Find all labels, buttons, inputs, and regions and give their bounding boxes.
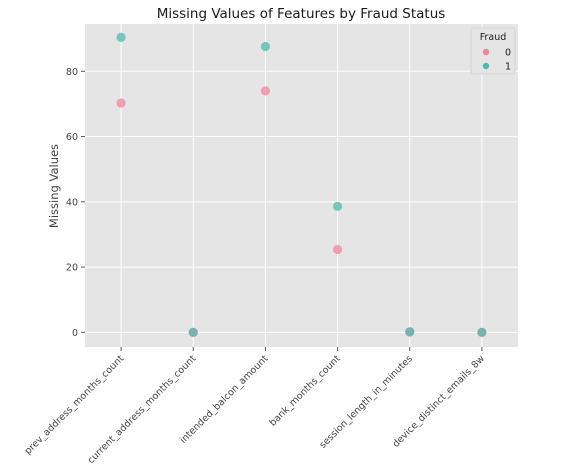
legend: Fraud 0 1 bbox=[470, 27, 516, 75]
legend-box bbox=[470, 27, 516, 75]
plot-area bbox=[85, 24, 518, 347]
point-fraud-0-prev_address_months_count bbox=[116, 98, 126, 108]
point-fraud-1-device_distinct_emails_8w bbox=[477, 327, 487, 337]
y-tick-label-1: 20 bbox=[66, 263, 78, 274]
data-points bbox=[116, 32, 487, 337]
point-fraud-1-session_length_in_minutes bbox=[405, 327, 415, 337]
x-tick-label-3: bank_months_count bbox=[267, 353, 342, 428]
legend-marker-1 bbox=[482, 62, 490, 70]
y-tick-label-3: 60 bbox=[66, 132, 78, 143]
x-ticks: prev_address_months_countcurrent_address… bbox=[23, 347, 487, 466]
grid-lines bbox=[85, 24, 518, 347]
chart-title: Missing Values of Features by Fraud Stat… bbox=[157, 6, 446, 22]
point-fraud-1-prev_address_months_count bbox=[116, 32, 126, 42]
point-fraud-1-intended_balcon_amount bbox=[260, 41, 271, 52]
y-axis-label: Missing Values bbox=[47, 144, 61, 228]
point-fraud-0-bank_months_count bbox=[332, 244, 343, 255]
point-fraud-1-current_address_months_count bbox=[188, 327, 198, 337]
point-fraud-0-intended_balcon_amount bbox=[260, 86, 271, 96]
point-fraud-1-bank_months_count bbox=[332, 201, 343, 211]
legend-marker-0 bbox=[482, 48, 490, 56]
legend-title: Fraud bbox=[480, 32, 507, 43]
legend-label-1: 1 bbox=[505, 62, 511, 73]
y-tick-label-0: 0 bbox=[72, 328, 78, 339]
y-tick-label-4: 80 bbox=[66, 67, 78, 78]
y-ticks: 0 20 40 60 80 bbox=[66, 67, 85, 339]
legend-label-0: 0 bbox=[505, 48, 511, 59]
y-tick-label-2: 40 bbox=[66, 197, 78, 208]
